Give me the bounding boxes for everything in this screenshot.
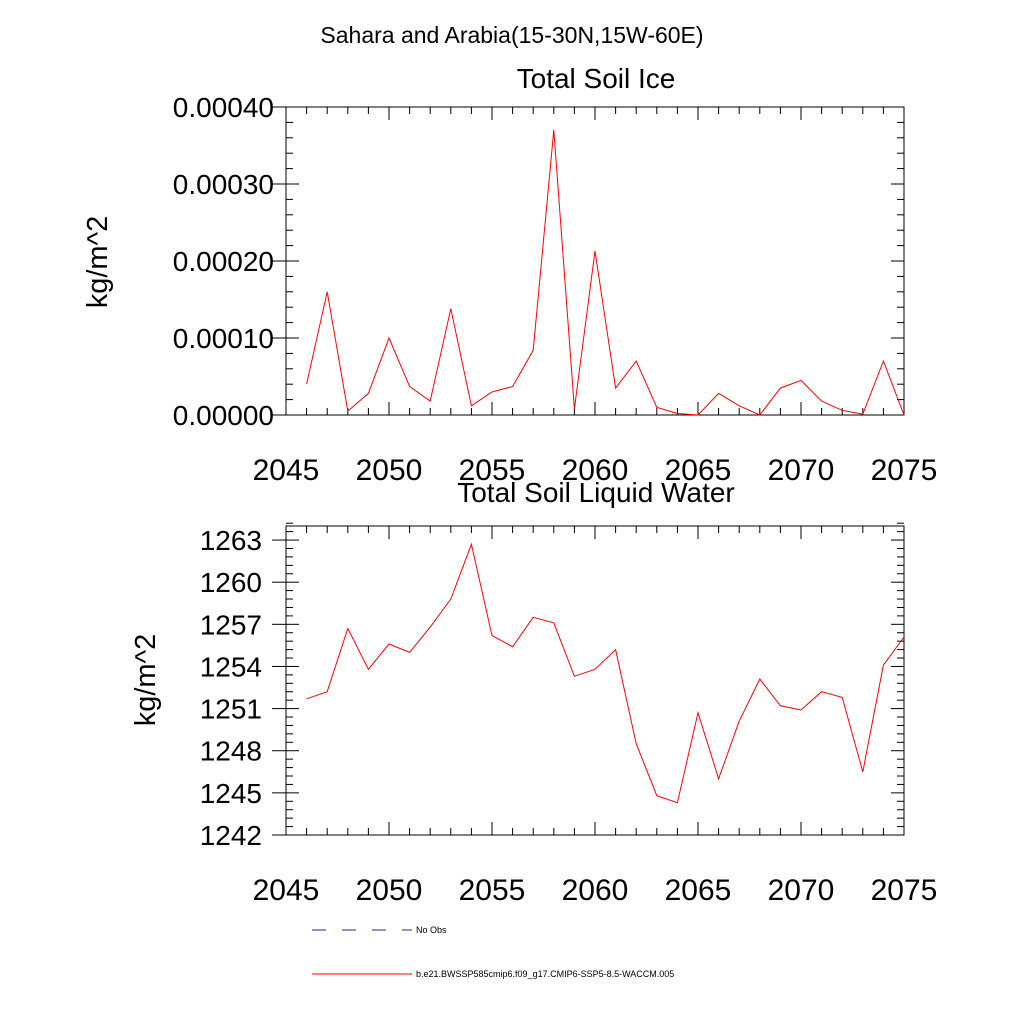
chart-panel-soil-ice: Total Soil Ice kg/m^2 2045 2050 2055 2060 20… xyxy=(82,63,937,487)
y-tick-label: 1245 xyxy=(200,778,262,809)
x-tick-label: 2075 xyxy=(871,874,938,907)
plot-area: 2045 2050 2055 2060 2065 2070 2075 0.00000 0.000… xyxy=(173,92,938,487)
y-tick-label: 1242 xyxy=(200,820,262,851)
series-line xyxy=(306,130,905,416)
x-tick-label: 2050 xyxy=(356,454,423,487)
x-tick-label: 2065 xyxy=(665,874,732,907)
legend-label: b.e21.BWSSP585cmip6.f09_g17.CMIP6-SSP5-8… xyxy=(416,969,674,979)
x-tick-label: 2060 xyxy=(562,874,629,907)
panel-title: Total Soil Ice xyxy=(517,63,676,94)
y-tick-label: 0.00010 xyxy=(173,323,274,354)
legend-item-no-obs: No Obs xyxy=(312,925,447,935)
x-tick-label: 2050 xyxy=(356,874,423,907)
legend-item-model-run: b.e21.BWSSP585cmip6.f09_g17.CMIP6-SSP5-8… xyxy=(312,969,674,979)
x-tick-label: 2075 xyxy=(871,454,938,487)
y-axis-label: kg/m^2 xyxy=(82,216,114,309)
y-axis-label: kg/m^2 xyxy=(130,634,162,727)
x-tick-label: 2055 xyxy=(459,874,526,907)
y-tick-label: 1251 xyxy=(200,694,262,725)
plot-area: 2045 2050 2055 2060 2065 2070 2075 1242 1245 1248… xyxy=(200,522,938,907)
y-tick-label: 0.00030 xyxy=(173,169,274,200)
legend: No Obs b.e21.BWSSP585cmip6.f09_g17.CMIP6… xyxy=(312,925,674,979)
x-tick-label: 2055 xyxy=(459,454,526,487)
y-tick-label: 0.00020 xyxy=(173,246,274,277)
x-tick-label: 2070 xyxy=(768,454,835,487)
x-tick-label: 2045 xyxy=(253,874,320,907)
x-tick-label: 2060 xyxy=(562,454,629,487)
figure-title: Sahara and Arabia(15-30N,15W-60E) xyxy=(320,22,703,48)
series-line xyxy=(306,542,905,804)
y-tick-label: 1254 xyxy=(200,651,262,682)
plot-frame xyxy=(285,525,905,836)
x-tick-label: 2070 xyxy=(768,874,835,907)
y-tick-label: 0.00040 xyxy=(173,92,274,123)
x-tick-label: 2065 xyxy=(665,454,732,487)
y-tick-label: 0.00000 xyxy=(173,400,274,431)
y-tick-label: 1260 xyxy=(200,567,262,598)
y-tick-label: 1248 xyxy=(200,736,262,767)
y-tick-label: 1263 xyxy=(200,525,262,556)
panel-title: Total Soil Liquid Water xyxy=(457,477,735,508)
plot-frame xyxy=(285,106,905,416)
chart-panel-soil-liquid-water: Total Soil Liquid Water kg/m^2 2045 2050 2… xyxy=(130,477,937,907)
y-tick-label: 1257 xyxy=(200,609,262,640)
legend-label: No Obs xyxy=(416,925,447,935)
x-tick-label: 2045 xyxy=(253,454,320,487)
